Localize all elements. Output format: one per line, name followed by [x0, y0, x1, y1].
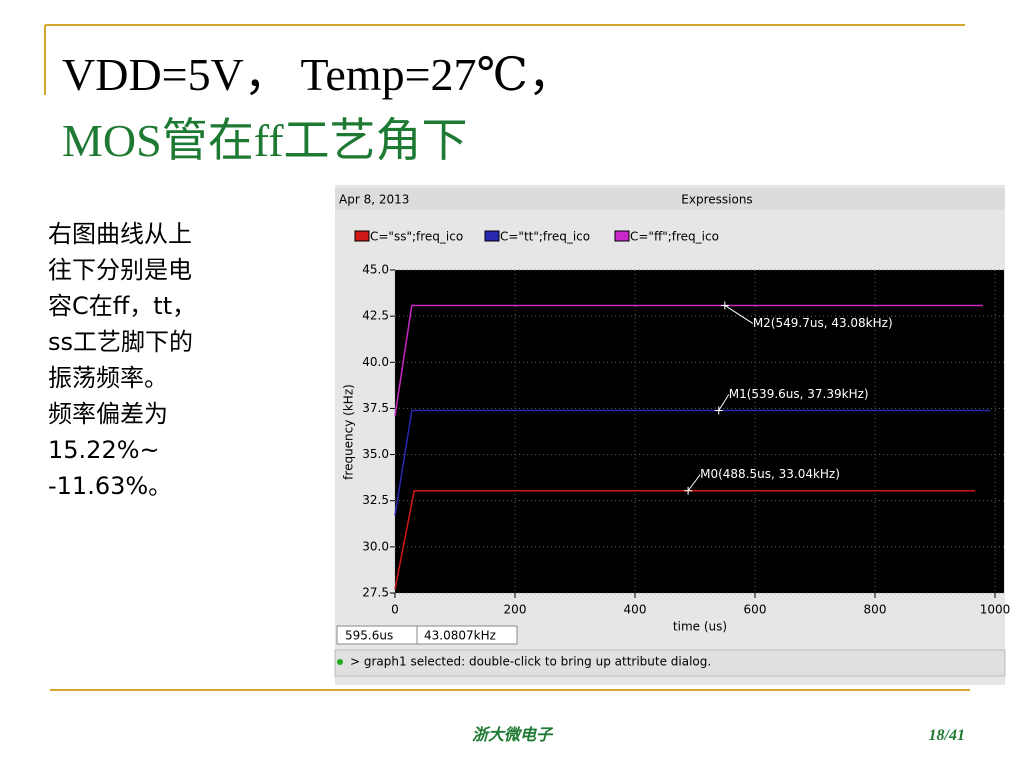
marker-leader [724, 305, 754, 324]
legend-label: C="ss";freq_ico [370, 230, 463, 244]
body-line: 频率偏差为 [48, 400, 168, 428]
y-axis-label: frequency (kHz) [342, 384, 356, 480]
body-line: 振荡频率。 [48, 364, 168, 392]
legend-label: C="ff";freq_ico [630, 230, 719, 244]
x-tick-label: 800 [864, 603, 887, 617]
status-y: 43.0807kHz [424, 629, 496, 643]
legend-swatch [484, 230, 500, 242]
date: Apr 8, 2013 [339, 193, 409, 207]
page-number: 18/41 [929, 727, 965, 744]
marker-leader [687, 474, 701, 492]
y-tick-label: 27.5 [362, 586, 389, 600]
y-tick-label: 40.0 [362, 355, 389, 369]
y-tick-label: 30.0 [362, 539, 389, 553]
chart: 27.5 30.0 32.5 35.0 37.5 40.0 42.5 45.0 0 200 400 6… [354, 230, 1011, 617]
series-line [394, 304, 983, 416]
series-line [394, 409, 991, 516]
legend-label: C="tt";freq_ico [500, 230, 590, 244]
series-line [394, 489, 976, 590]
chart-title: Expressions [681, 193, 752, 207]
plot-area [395, 270, 1004, 593]
marker-label: M1(539.6us, 37.39kHz) [729, 387, 869, 401]
y-tick-label: 32.5 [362, 493, 389, 507]
footer: 浙大微电子 [472, 726, 554, 744]
body-line: 容C在ff，tt， [48, 292, 196, 320]
x-tick-label: 600 [744, 603, 767, 617]
y-tick-label: 37.5 [362, 401, 389, 415]
marker-label: M0(488.5us, 33.04kHz) [700, 467, 840, 481]
x-tick-label: 200 [504, 603, 527, 617]
marker-label: M2(549.7us, 43.08kHz) [753, 316, 893, 330]
x-tick-label: 1000 [980, 603, 1011, 617]
y-tick-label: 42.5 [362, 309, 389, 323]
body-line: 15.22%~ [48, 436, 160, 464]
title: MOS管在ff工艺角下 [62, 115, 468, 166]
message-bar [334, 649, 1006, 677]
status-x: 595.6us [345, 629, 393, 643]
body-line: ss工艺脚下的 [48, 328, 193, 356]
y-tick-label: 45.0 [362, 263, 389, 277]
x-axis-label: time (us) [673, 620, 727, 634]
body-line: 往下分别是电 [48, 256, 192, 284]
header-bar [335, 188, 1005, 210]
body-line: -11.63%。 [48, 472, 172, 500]
marker-leader [718, 394, 730, 411]
legend-swatch [614, 230, 630, 242]
x-tick-label: 0 [391, 603, 399, 617]
message: > graph1 selected: double-click to bring… [350, 655, 711, 669]
status-box [416, 625, 518, 645]
title: VDD=5V， Temp=27℃， [62, 49, 574, 100]
x-tick-label: 400 [624, 603, 647, 617]
legend-swatch [354, 230, 370, 242]
status-dot [337, 659, 343, 665]
body-line: 右图曲线从上 [48, 220, 192, 248]
y-tick-label: 35.0 [362, 447, 389, 461]
marker [714, 406, 723, 415]
